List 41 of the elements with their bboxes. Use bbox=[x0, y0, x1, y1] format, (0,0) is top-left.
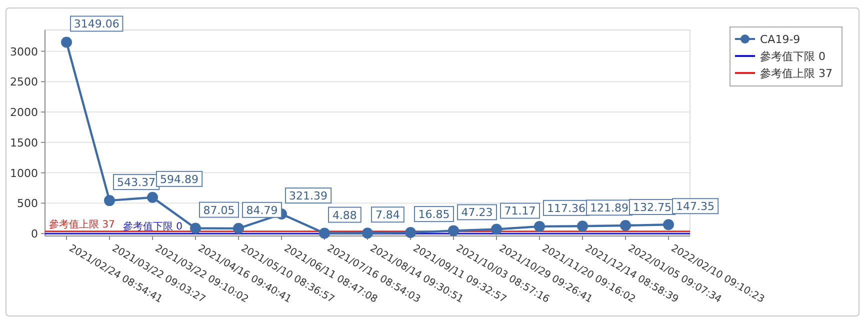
legend-label: CA19-9 bbox=[760, 33, 800, 46]
data-label: 3149.06 bbox=[74, 18, 120, 31]
y-tick-label: 3000 bbox=[10, 45, 38, 58]
data-label: 594.89 bbox=[160, 172, 199, 186]
point bbox=[534, 220, 545, 232]
data-label: 71.17 bbox=[504, 204, 536, 218]
y-tick-label: 2000 bbox=[10, 106, 38, 120]
point bbox=[663, 219, 674, 230]
data-label: 132.75 bbox=[633, 201, 672, 214]
point bbox=[405, 227, 416, 238]
data-label: 117.36 bbox=[547, 202, 586, 215]
point bbox=[104, 195, 115, 206]
data-label: 121.89 bbox=[590, 202, 629, 215]
data-label: 4.88 bbox=[332, 208, 357, 222]
text: 參考值上限 37 bbox=[760, 67, 832, 80]
y-tick-label: 1000 bbox=[10, 166, 38, 180]
point bbox=[577, 220, 588, 232]
ref-line-label: 參考值下限 0 bbox=[122, 220, 182, 233]
data-label: 7.84 bbox=[375, 208, 400, 222]
point bbox=[491, 224, 502, 235]
point bbox=[233, 222, 244, 234]
point bbox=[448, 225, 459, 236]
point bbox=[147, 192, 158, 203]
y-tick-label: 1500 bbox=[10, 136, 38, 150]
point bbox=[61, 36, 72, 48]
point bbox=[190, 222, 201, 234]
point bbox=[319, 228, 330, 239]
data-label: 16.85 bbox=[418, 208, 450, 222]
text: 參考值下限 0 bbox=[760, 50, 826, 63]
point bbox=[620, 220, 631, 232]
ref-line-label: 參考值上限 37 bbox=[49, 218, 115, 230]
data-label: 543.37 bbox=[117, 176, 156, 190]
data-label: 87.05 bbox=[203, 204, 235, 217]
data-label: 147.35 bbox=[676, 200, 715, 214]
data-label: 47.23 bbox=[461, 206, 493, 220]
y-tick-label: 2500 bbox=[10, 76, 38, 89]
data-label: 84.79 bbox=[246, 204, 278, 217]
y-tick-label: 0 bbox=[31, 228, 38, 241]
y-tick-label: 500 bbox=[17, 197, 38, 210]
data-label: 321.39 bbox=[289, 190, 328, 203]
point bbox=[362, 228, 373, 239]
